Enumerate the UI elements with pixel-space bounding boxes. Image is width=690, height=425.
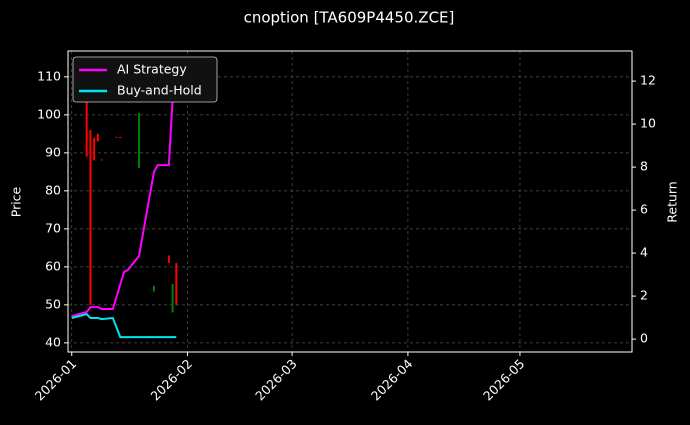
- return-line: [71, 313, 177, 339]
- candle-body: [137, 112, 140, 169]
- chart-title: cnoption [TA609P4450.ZCE]: [244, 9, 455, 27]
- candle-body: [119, 136, 122, 138]
- candle-body: [89, 130, 92, 305]
- candle-body: [85, 76, 88, 157]
- y-tick-label: 90: [45, 144, 61, 159]
- y-tick-label: 40: [45, 334, 61, 349]
- y2-tick-label: 12: [640, 73, 656, 88]
- y2-tick-label: 10: [640, 116, 656, 131]
- legend-box: [72, 56, 218, 103]
- y-axis-label: Price: [9, 186, 24, 217]
- y2-axis-label: Return: [665, 181, 680, 222]
- y2-tick-label: 6: [640, 202, 648, 217]
- y-tick-label: 80: [45, 182, 61, 197]
- y2-tick-label: 8: [640, 159, 648, 174]
- y-tick-label: 110: [37, 68, 61, 83]
- legend-label: AI Strategy: [117, 62, 187, 77]
- candle-body: [96, 133, 99, 142]
- legend: AI Strategy Buy-and-Hold: [72, 56, 218, 103]
- plot-frame: [67, 50, 633, 353]
- y-tick-label: 60: [45, 258, 61, 273]
- y2-tick-label: 0: [640, 331, 648, 346]
- legend-label: Buy-and-Hold: [117, 83, 202, 98]
- candle-body: [152, 285, 155, 292]
- y-tick-label: 100: [37, 106, 61, 121]
- y-tick-label: 70: [45, 220, 61, 235]
- candle-body: [100, 159, 103, 161]
- candle-body: [175, 263, 178, 305]
- return-line: [71, 63, 178, 318]
- candle-body: [93, 137, 96, 161]
- y2-tick-label: 2: [640, 288, 648, 303]
- y-tick-label: 50: [45, 296, 61, 311]
- candle-body: [167, 255, 170, 264]
- candle-body: [115, 136, 118, 138]
- candle-body: [171, 283, 174, 313]
- y2-tick-label: 4: [640, 245, 648, 260]
